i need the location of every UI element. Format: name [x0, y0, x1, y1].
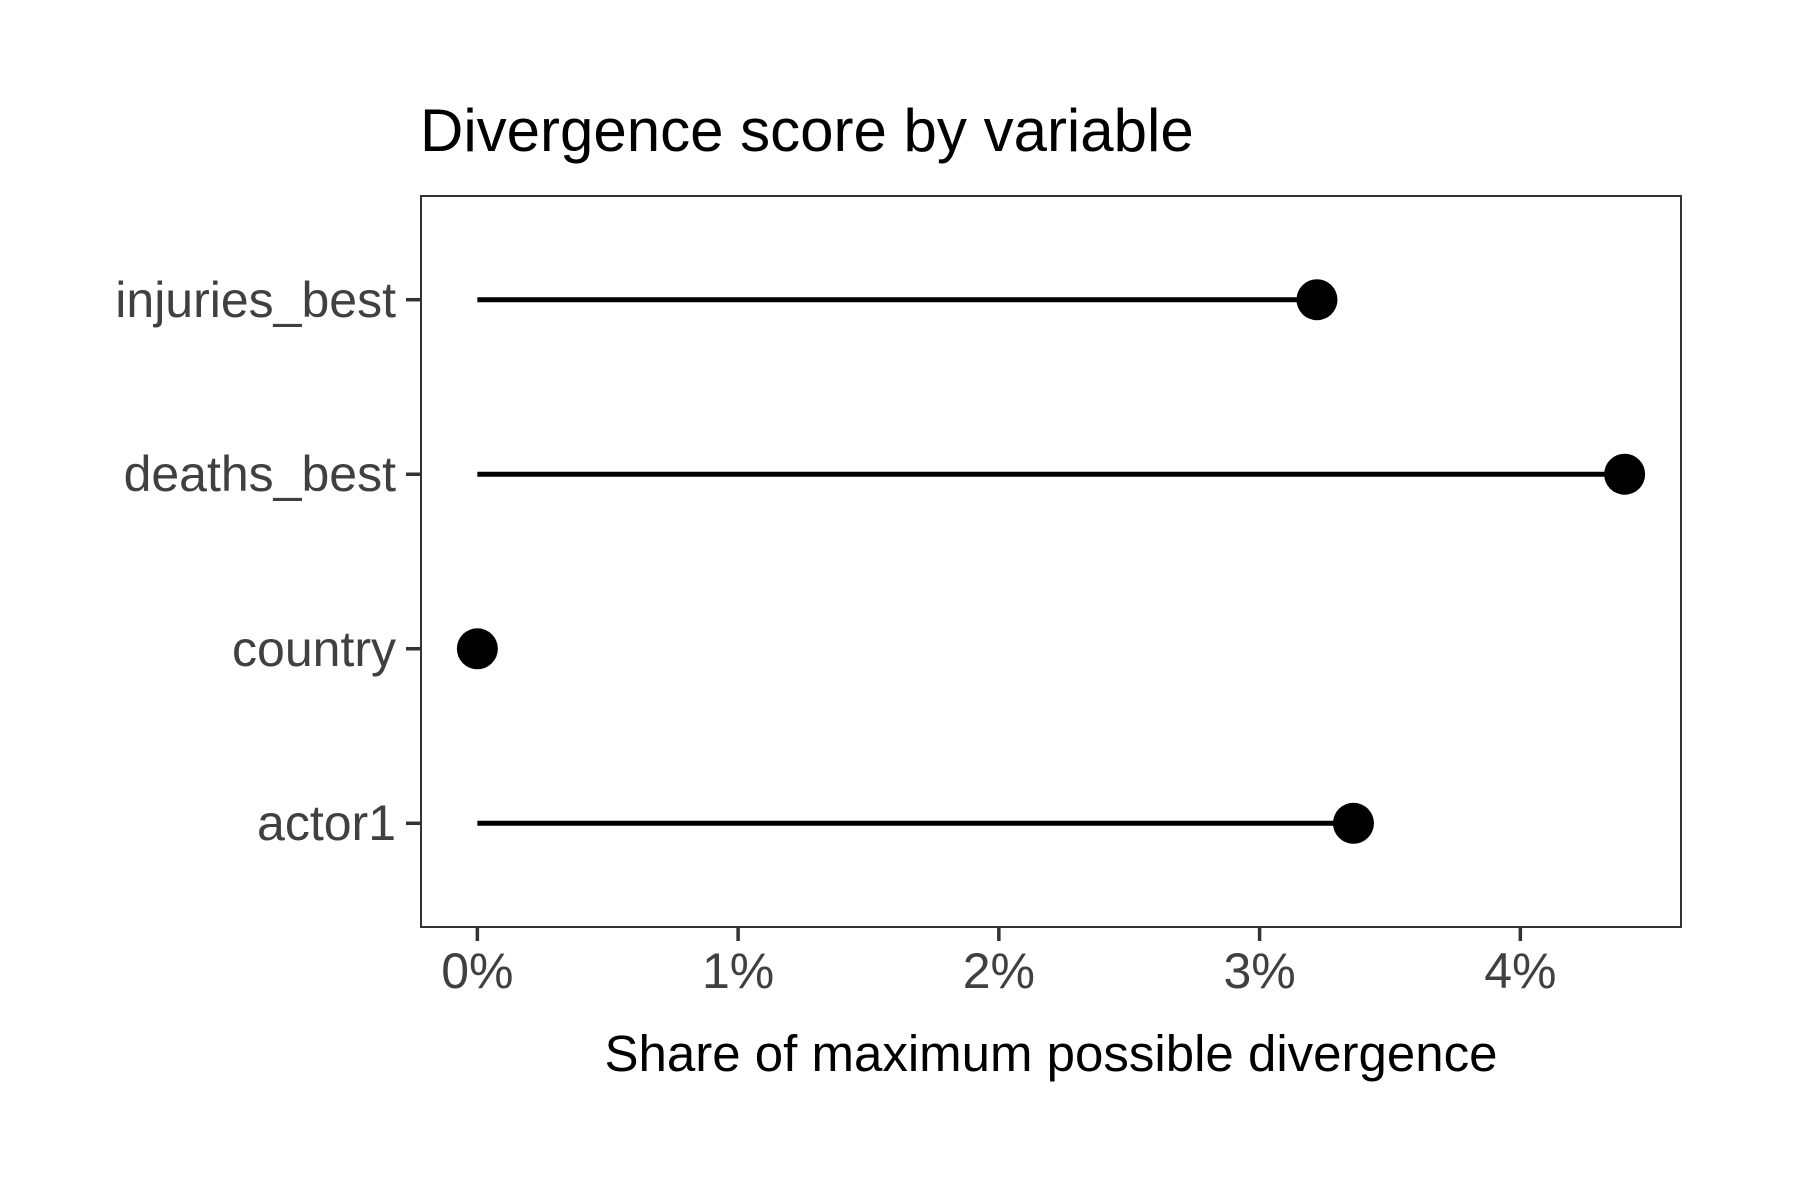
y-axis-label: deaths_best	[123, 446, 396, 503]
y-axis-label: injuries_best	[115, 271, 396, 328]
plot-panel	[420, 195, 1682, 928]
y-axis-label: actor1	[257, 795, 396, 852]
x-tick-label: 2%	[962, 943, 1035, 999]
x-tick-label: 1%	[701, 943, 775, 999]
x-axis-title: Share of maximum possible divergence	[604, 1025, 1498, 1082]
chart-title: Divergence score by variable	[420, 97, 1194, 164]
x-tick-label: 0%	[441, 943, 514, 999]
y-axis-label: country	[232, 620, 396, 677]
x-tick-label: 3%	[1223, 943, 1296, 999]
x-tick-label: 4%	[1484, 943, 1557, 999]
